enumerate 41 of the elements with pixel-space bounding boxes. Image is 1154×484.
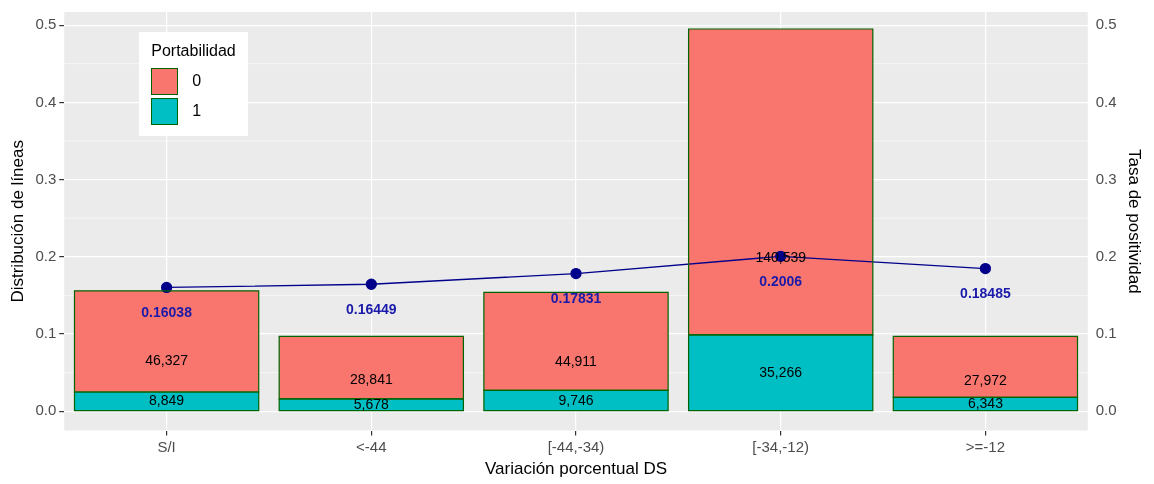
point [979,262,992,275]
legend-label: 0 [192,72,202,90]
annotation: 27,972 [963,371,1008,388]
y2-tick-label: 0.2 [1095,246,1117,264]
data-label: 0.2006 [759,273,803,290]
annotation: 28,841 [349,370,393,387]
x-tick-label: S/I [157,437,176,455]
y2-tick-label: 0.4 [1095,92,1117,110]
y-tick-label: 0.2 [35,246,57,264]
annotation: 8,849 [149,392,185,409]
annotation: 6,343 [967,395,1004,412]
y-tick-label: 0.1 [35,324,57,342]
x-tick-label: [-34,-12) [752,437,810,455]
legend-label: 1 [192,102,202,120]
y-tick-label: 0.4 [35,92,57,110]
legend-title: Portabilidad [151,42,236,60]
data-label: 0.16038 [141,304,193,321]
data-label: 0.18485 [960,285,1011,302]
annotation: 9,746 [558,391,594,408]
y2-tick-label: 0.5 [1095,15,1117,33]
x-tick-label: [-44,-34) [547,437,605,455]
point [570,267,582,280]
annotation: 5,678 [353,395,390,412]
y-tick-label: 0.5 [35,15,57,33]
point [160,281,173,294]
y2-axis-title: Tasa de positividad [1125,149,1145,294]
y-tick-label: 0.3 [35,169,57,187]
data-label: 0.17831 [550,290,602,307]
point [365,278,377,290]
data-label: 0.16449 [346,301,397,318]
y2-tick-label: 0.1 [1095,324,1117,342]
x-tick-label: <-44 [356,437,387,455]
y-tick-label: 0.0 [35,401,57,419]
annotation: 35,266 [759,363,803,380]
y2-tick-label: 0.0 [1095,401,1117,419]
annotation: 46,327 [145,351,189,368]
y-axis-title: Distribución de líneas [7,140,27,303]
x-axis-title: Variación porcentual DS [484,459,668,479]
annotation: 44,911 [555,353,598,370]
x-tick-label: >=-12 [965,437,1005,455]
y2-tick-label: 0.3 [1095,169,1117,187]
